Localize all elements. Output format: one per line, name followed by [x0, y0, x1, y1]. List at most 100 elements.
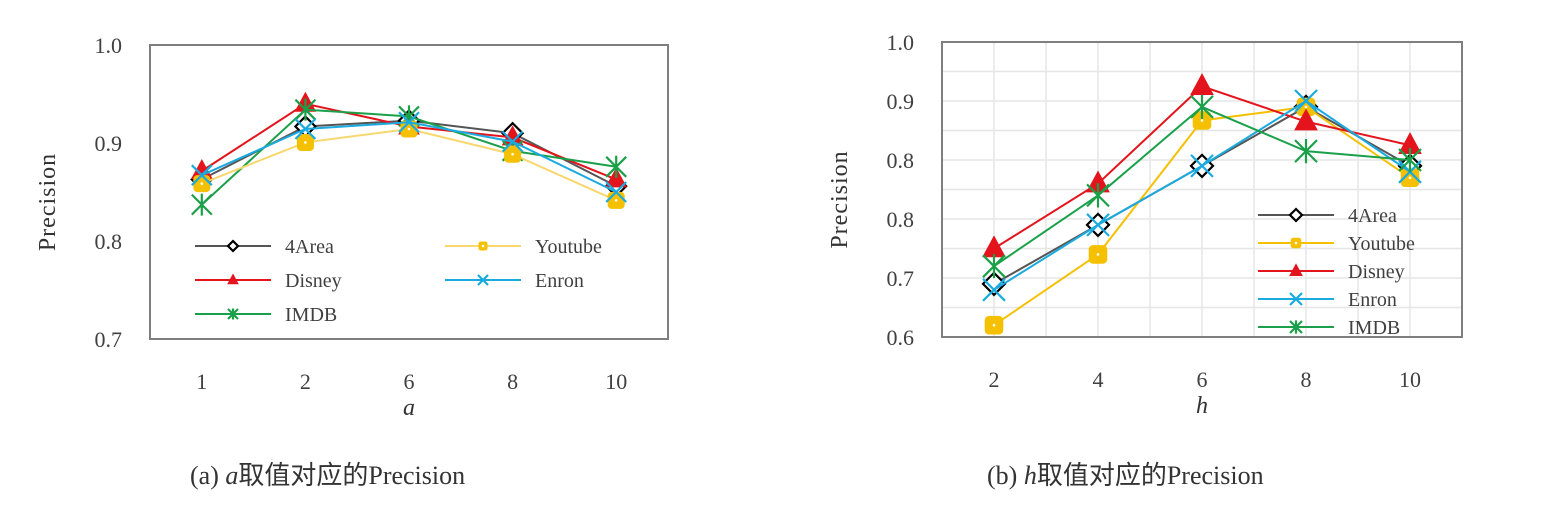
legend-item-IMDB: IMDB [195, 304, 337, 326]
x-tick-label: 2 [989, 367, 1000, 392]
point-IMDB [191, 193, 213, 216]
point-IMDB [1190, 94, 1214, 119]
y-tick-label: 0.8 [887, 148, 915, 173]
legend-marker [1289, 292, 1303, 306]
point-IMDB [1086, 183, 1110, 208]
x-tick-label: 6 [1197, 367, 1208, 392]
point-IMDB [1398, 147, 1422, 173]
legend-marker [477, 274, 489, 286]
x-tick-label: 8 [507, 369, 518, 394]
point-Youtube-dot [992, 323, 996, 327]
series-line-Youtube [201, 127, 617, 202]
legend-label: Enron [1348, 289, 1397, 311]
point-Enron [1190, 154, 1214, 178]
legend-item-4Area: 4Area [1258, 205, 1397, 227]
point-Disney [1294, 108, 1318, 131]
point-Youtube-dot [1408, 176, 1412, 179]
chart-a: 0.7 0.8 0.9 1.0 1 2 6 8 10 a Precision 4Area Disney I… [35, 33, 669, 421]
legend-item-Disney: Disney [1258, 261, 1405, 283]
chart-b: 0.6 0.7 0.8 0.8 0.9 1.0 2 4 6 8 10 h Precision 4Area Y… [827, 30, 1463, 419]
caption-right-label: (b) [987, 461, 1018, 490]
point-Youtube-dot [304, 141, 307, 144]
point-Enron [605, 181, 627, 203]
series-IMDB [982, 94, 1422, 279]
point-Youtube-dot [407, 127, 411, 131]
point-Enron [191, 164, 213, 186]
point-IMDB [1294, 139, 1318, 164]
plot-frame [149, 44, 669, 340]
legend-marker [227, 273, 239, 285]
point-Disney [1190, 73, 1214, 95]
legend-item-Disney: Disney [195, 270, 342, 292]
point-Youtube-dot [200, 182, 204, 185]
y-tick-label: 0.7 [95, 327, 123, 352]
y-tick-label: 0.6 [887, 325, 915, 350]
legend-label: Disney [285, 270, 342, 292]
point-Enron [294, 118, 317, 140]
y-axis-label: Precision [35, 153, 61, 251]
caption-left: (a) a取值对应的Precision [190, 455, 465, 492]
caption-right-text: 取值对应的Precision [1036, 461, 1264, 490]
x-tick-label: 4 [1093, 367, 1104, 392]
legend-item-Youtube: Youtube [445, 236, 602, 258]
legend-label: IMDB [285, 304, 337, 326]
x-tick-label: 10 [1399, 367, 1421, 392]
y-tick-label: 0.7 [887, 266, 915, 291]
point-Youtube-dot [511, 152, 514, 156]
caption-left-text: 取值对应的Precision [238, 461, 466, 490]
y-tick-label: 1.0 [887, 30, 915, 55]
point-Youtube-dot [1200, 119, 1204, 122]
y-tick-label: 0.8 [95, 229, 123, 254]
legend-item-Enron: Enron [1258, 289, 1397, 311]
point-4Area [981, 271, 1007, 297]
point-Youtube-dot [614, 199, 618, 202]
y-tick-label: 1.0 [95, 33, 123, 58]
x-tick-label: 8 [1301, 367, 1312, 392]
point-Youtube-dot [1304, 105, 1308, 109]
legend-marker [1289, 263, 1303, 276]
y-tick-label: 0.9 [887, 89, 915, 114]
caption-right-var: h [1023, 461, 1037, 490]
point-Enron [1086, 213, 1110, 237]
plot-frame [941, 41, 1463, 338]
point-IMDB [982, 254, 1006, 279]
legend-item-Youtube: Youtube [1258, 233, 1415, 255]
x-axis-label: a [403, 395, 415, 421]
point-Enron [398, 111, 420, 134]
legend-label: 4Area [1348, 205, 1397, 227]
legend-item-4Area: 4Area [195, 236, 334, 258]
point-Enron [501, 130, 524, 153]
legend-label: 4Area [285, 236, 334, 258]
legend-label: Disney [1348, 261, 1405, 283]
caption-right: (b) h取值对应的Precision [987, 455, 1264, 492]
legend-marker [1288, 207, 1304, 223]
legend-label: IMDB [1348, 317, 1400, 339]
x-tick-label: 6 [404, 369, 415, 394]
caption-left-label: (a) [190, 461, 219, 490]
legend-marker [227, 308, 239, 320]
series-Enron [191, 111, 627, 203]
legend-item-Enron: Enron [445, 270, 584, 292]
legend-item-IMDB: IMDB [1258, 317, 1400, 339]
legend-marker-dot [481, 244, 485, 248]
x-tick-label: 2 [300, 369, 311, 394]
legend-marker [1289, 320, 1303, 334]
point-Disney [982, 235, 1006, 258]
legend-label: Enron [535, 270, 584, 292]
legend-label: Youtube [535, 236, 602, 258]
caption-left-var: a [225, 461, 239, 490]
point-Enron [1294, 89, 1318, 113]
point-Enron [982, 278, 1006, 302]
series-Enron [982, 89, 1422, 302]
point-IMDB [605, 155, 627, 178]
x-tick-label: 1 [196, 369, 207, 394]
y-tick-label: 0.8 [887, 207, 915, 232]
legend-marker [226, 239, 240, 253]
legend-label: Youtube [1348, 233, 1415, 255]
point-Youtube-dot [1096, 253, 1100, 256]
x-axis-label: h [1196, 393, 1208, 419]
y-tick-label: 0.9 [95, 131, 123, 156]
x-tick-label: 10 [605, 369, 627, 394]
legend-marker-dot [1294, 241, 1298, 245]
